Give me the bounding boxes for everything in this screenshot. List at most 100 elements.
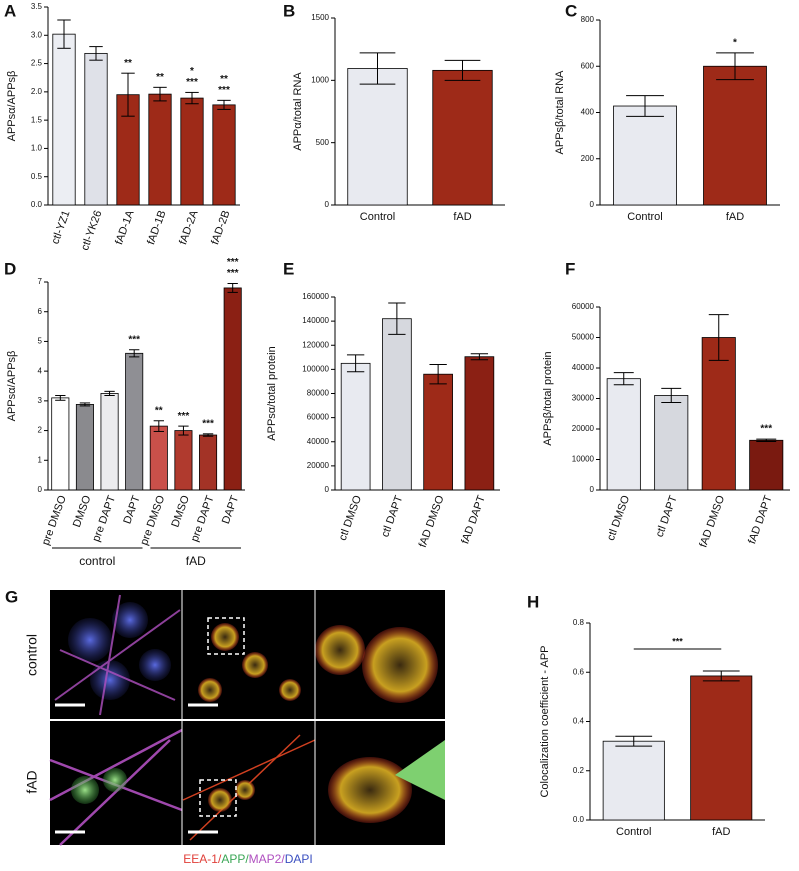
x-tick-label: fAD-2A (177, 208, 201, 246)
bar (149, 425, 168, 491)
stain-name: EEA-1/ (183, 852, 222, 866)
bar (464, 356, 495, 491)
bar (606, 378, 641, 491)
x-tick-label: pre DMSO (138, 494, 167, 547)
micrographs (49, 590, 445, 846)
x-tick-label: fAD-1A (113, 208, 137, 246)
bar (340, 362, 371, 491)
y-tick-label: 100000 (302, 364, 329, 373)
control-zoom (315, 625, 438, 703)
x-tick-label: fAD (453, 211, 471, 223)
y-tick-label: 7 (38, 277, 43, 286)
y-tick-label: 4 (38, 366, 43, 375)
x-tick-label: ctl-YK26 (79, 209, 104, 252)
y-tick-label: 1 (38, 455, 43, 464)
bar (180, 97, 204, 206)
y-axis-label: APPsβ/total protein (542, 351, 554, 445)
significance: *** (760, 424, 772, 435)
panel-letter: F (565, 259, 575, 278)
y-axis-label: APPsα/APPsβ (6, 71, 18, 142)
y-tick-label: 0.0 (31, 200, 43, 209)
significance: ** (155, 405, 163, 416)
control-eea1-app (198, 617, 301, 702)
y-tick-label: 1.0 (31, 144, 43, 153)
y-tick-label: 6 (38, 307, 43, 316)
bar (199, 434, 218, 491)
y-axis-label: APPsβ/total RNA (554, 70, 566, 155)
x-tick-label: fAD (712, 826, 730, 838)
stain-name: MAP2/ (249, 852, 286, 866)
bar (52, 33, 76, 206)
x-tick-label: ctl-YZ1 (49, 209, 72, 246)
y-axis-label: Colocalization coefficient - APP (539, 645, 551, 797)
y-tick-label: 0 (325, 485, 330, 494)
stain-name: APP/ (221, 852, 249, 866)
y-tick-label: 200 (581, 154, 595, 163)
y-tick-label: 30000 (572, 394, 595, 403)
y-tick-label: 0 (590, 200, 595, 209)
significance: *** (186, 77, 198, 88)
bar (212, 104, 236, 206)
panel-letter: G (5, 587, 18, 606)
y-tick-label: 1.5 (31, 115, 43, 124)
y-tick-label: 3 (38, 396, 43, 405)
x-tick-label: pre DAPT (90, 494, 118, 544)
y-tick-label: 60000 (307, 413, 330, 422)
x-tick-label: fAD DAPT (459, 494, 488, 546)
y-tick-label: 500 (316, 138, 330, 147)
y-tick-label: 160000 (302, 292, 329, 301)
x-tick-label: ctl DMSO (337, 494, 365, 543)
bar (125, 352, 144, 491)
y-tick-label: 0 (325, 200, 330, 209)
significance: ** (124, 58, 132, 69)
bar (223, 287, 242, 491)
x-tick-label: DMSO (71, 493, 94, 529)
fad-dapi-map2 (49, 728, 183, 846)
y-tick-label: 140000 (302, 316, 329, 325)
y-tick-label: 1000 (311, 75, 329, 84)
bar (690, 675, 753, 821)
x-tick-label: DAPT (220, 494, 241, 526)
x-tick-label: pre DAPT (189, 494, 217, 544)
comparison-label: *** (672, 636, 683, 646)
x-tick-label: Control (627, 211, 662, 223)
x-tick-label: ctl DMSO (605, 494, 633, 543)
bar (100, 393, 119, 491)
bar (382, 318, 412, 491)
panel-letter: E (283, 259, 294, 278)
x-tick-label: DAPT (121, 494, 142, 526)
panel-letter: H (527, 592, 539, 611)
y-tick-label: 0.2 (573, 766, 585, 775)
bar (701, 337, 736, 491)
y-tick-label: 20000 (307, 461, 330, 470)
y-tick-label: 0.4 (573, 717, 585, 726)
bar (602, 740, 665, 821)
bar (749, 439, 784, 491)
x-tick-label: DMSO (169, 493, 192, 529)
y-tick-label: 0.0 (573, 815, 585, 824)
panel-letter: C (565, 1, 577, 20)
y-axis-label: APPsα/APPsβ (6, 351, 18, 422)
y-tick-label: 400 (581, 108, 595, 117)
row-label: fAD (24, 770, 40, 793)
bar (347, 68, 408, 206)
bar (174, 430, 193, 491)
y-tick-label: 0.8 (573, 618, 585, 627)
significance: * (733, 37, 737, 48)
bar (432, 69, 493, 206)
bar (75, 404, 94, 491)
y-tick-label: 50000 (572, 333, 595, 342)
y-tick-label: 80000 (307, 389, 330, 398)
bar (84, 52, 108, 206)
significance: ** (156, 72, 164, 83)
significance: *** (178, 411, 190, 422)
x-tick-label: ctl DAPT (379, 494, 405, 539)
significance: *** (227, 268, 239, 279)
bar (148, 93, 172, 206)
group-label: control (79, 554, 115, 568)
y-tick-label: 60000 (572, 302, 595, 311)
stain-legend: EEA-1/APP/MAP2/DAPI (183, 852, 312, 866)
significance: ** (220, 74, 228, 85)
y-tick-label: 0.6 (573, 667, 585, 676)
